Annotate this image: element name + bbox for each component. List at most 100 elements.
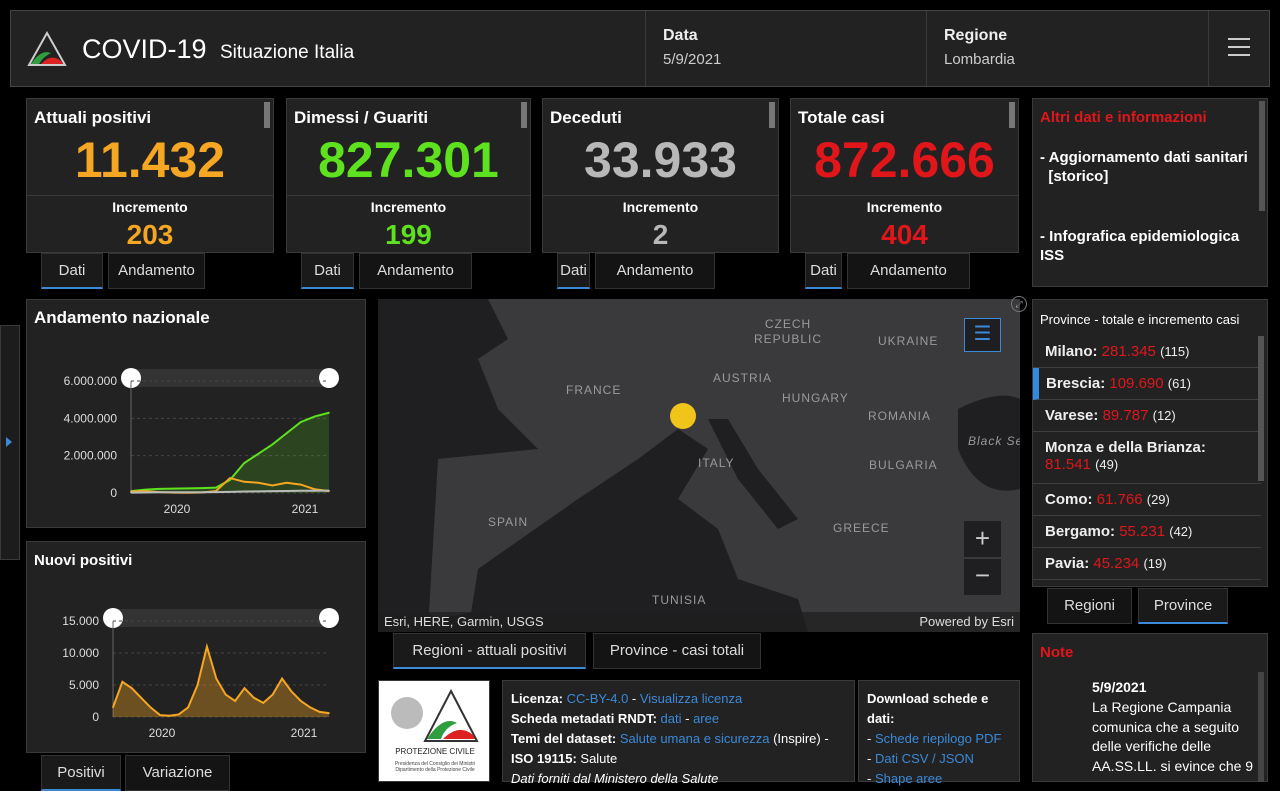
scrollbar[interactable] bbox=[769, 102, 775, 128]
shape-link[interactable]: Shape aree bbox=[875, 771, 942, 786]
info-item-2[interactable]: - Infografica epidemiologica ISS bbox=[1040, 227, 1265, 265]
scrollbar[interactable] bbox=[521, 102, 527, 128]
range-slider-track bbox=[128, 369, 332, 387]
tab-andamento[interactable]: Andamento bbox=[595, 253, 715, 289]
aree-link[interactable]: aree bbox=[693, 711, 719, 726]
scrollbar[interactable] bbox=[1258, 672, 1264, 782]
tab-regioni[interactable]: Regioni bbox=[1047, 588, 1132, 624]
province-total: 281.345 bbox=[1102, 343, 1156, 360]
note-panel: Note 5/9/2021 La Regione Campania comuni… bbox=[1032, 633, 1268, 782]
map-label: TUNISIA bbox=[652, 593, 706, 607]
card-label: Attuali positivi bbox=[34, 108, 151, 128]
range-slider-handle[interactable] bbox=[319, 368, 339, 388]
province-row[interactable]: Brescia: 109.690 (61) bbox=[1033, 368, 1261, 400]
y-tick-label: 6.000.000 bbox=[64, 374, 118, 388]
data-point bbox=[187, 707, 189, 709]
tab-province-casi-totali[interactable]: Province - casi totali bbox=[593, 633, 761, 669]
range-slider-handle[interactable] bbox=[319, 608, 339, 628]
province-row[interactable]: Bergamo: 55.231 (42) bbox=[1033, 516, 1261, 548]
tab-variazione[interactable]: Variazione bbox=[125, 755, 230, 791]
province-name: Pavia: bbox=[1045, 555, 1089, 572]
tab-positivi[interactable]: Positivi bbox=[41, 755, 121, 791]
map-label: CZECH REPUBLIC bbox=[746, 317, 830, 347]
scrollbar[interactable] bbox=[264, 102, 270, 128]
scrollbar[interactable] bbox=[1258, 336, 1264, 481]
series-area bbox=[113, 647, 329, 717]
visualizza-licenza-link[interactable]: Visualizza licenza bbox=[640, 691, 742, 706]
increment-label: Incremento bbox=[27, 199, 273, 215]
province-row[interactable]: Como: 61.766 (29) bbox=[1033, 484, 1261, 516]
side-toggle[interactable] bbox=[0, 325, 20, 560]
data-point bbox=[257, 491, 259, 493]
province-row[interactable]: Milano: 281.345 (115) bbox=[1033, 336, 1261, 368]
pdf-link[interactable]: Schede riepilogo PDF bbox=[875, 731, 1001, 746]
tab-andamento[interactable]: Andamento bbox=[108, 253, 205, 289]
logo-text: PROTEZIONE CIVILE bbox=[383, 747, 487, 756]
province-name: Monza e della Brianza: bbox=[1045, 439, 1206, 456]
legend-list-icon[interactable]: ☰ bbox=[964, 318, 1001, 352]
region-section[interactable]: Regione Lombardia bbox=[926, 11, 1208, 86]
range-slider-track bbox=[110, 609, 332, 627]
province-name: Varese: bbox=[1045, 407, 1098, 424]
info-link-aggiornamento[interactable]: - Aggiornamento dati sanitari [storico] bbox=[1040, 148, 1265, 186]
tab-dati[interactable]: Dati bbox=[301, 253, 354, 289]
province-row[interactable]: Pavia: 45.234 (19) bbox=[1033, 548, 1261, 580]
data-point bbox=[112, 707, 114, 709]
fullscreen-icon[interactable]: ⤢ bbox=[1011, 296, 1027, 312]
data-point bbox=[281, 678, 283, 680]
zoom-in-button[interactable]: + bbox=[964, 521, 1001, 557]
data-point bbox=[328, 412, 330, 414]
card-value: 11.432 bbox=[27, 131, 273, 189]
salute-link[interactable]: Salute umana e sicurezza bbox=[620, 731, 770, 746]
province-row[interactable]: Monza e della Brianza: 81.541 (49) bbox=[1033, 432, 1261, 484]
data-point bbox=[328, 712, 330, 714]
stat-card: Deceduti 33.933 Incremento 2 bbox=[542, 98, 779, 253]
y-tick-label: 15.000 bbox=[62, 614, 99, 628]
note-text: La Regione Campania comunica che a segui… bbox=[1092, 698, 1262, 776]
nuovi-positivi-panel: Nuovi positivi 15.00010.0005.00002020202… bbox=[26, 541, 366, 753]
province-panel: Province - totale e incremento casi Mila… bbox=[1032, 299, 1268, 587]
y-tick-label: 2.000.000 bbox=[64, 449, 118, 463]
region-value[interactable]: Lombardia bbox=[944, 51, 1191, 68]
dati-link[interactable]: dati bbox=[661, 711, 682, 726]
menu-button[interactable] bbox=[1208, 11, 1270, 86]
y-tick-label: 0 bbox=[110, 486, 117, 500]
map-attribution: Esri, HERE, Garmin, USGS bbox=[384, 614, 544, 629]
x-tick-label: 2020 bbox=[149, 726, 176, 740]
tab-province[interactable]: Province bbox=[1138, 588, 1228, 624]
inspire-text: (Inspire) - bbox=[769, 731, 828, 746]
data-point bbox=[286, 482, 288, 484]
x-tick-label: 2020 bbox=[164, 502, 191, 516]
tab-dati[interactable]: Dati bbox=[805, 253, 842, 289]
tab-dati[interactable]: Dati bbox=[41, 253, 103, 289]
data-point bbox=[225, 694, 227, 696]
y-tick-label: 4.000.000 bbox=[64, 411, 118, 425]
tab-andamento[interactable]: Andamento bbox=[359, 253, 472, 289]
province-total: 81.541 bbox=[1045, 456, 1091, 473]
region-label: Regione bbox=[944, 27, 1191, 45]
data-point bbox=[229, 491, 231, 493]
storico-link[interactable]: [storico] bbox=[1048, 168, 1108, 185]
scrollbar[interactable] bbox=[1009, 102, 1015, 128]
tab-dati[interactable]: Dati bbox=[557, 253, 590, 289]
lombardia-marker[interactable] bbox=[670, 403, 696, 429]
expand-arrow-icon[interactable] bbox=[6, 437, 12, 447]
scrollbar[interactable] bbox=[1259, 101, 1265, 211]
map-label: Black Sea bbox=[968, 434, 1020, 448]
map[interactable]: CZECH REPUBLIC AUSTRIA FRANCE HUNGARY RO… bbox=[378, 299, 1020, 632]
map-label: HUNGARY bbox=[782, 391, 849, 405]
province-increment: (19) bbox=[1143, 556, 1166, 571]
card-value: 872.666 bbox=[791, 131, 1018, 189]
tab-andamento[interactable]: Andamento bbox=[847, 253, 970, 289]
zoom-out-button[interactable]: − bbox=[964, 559, 1001, 595]
province-row[interactable]: Varese: 89.787 (12) bbox=[1033, 400, 1261, 432]
hamburger-icon[interactable] bbox=[1228, 38, 1250, 56]
tab-regioni-attuali-positivi[interactable]: Regioni - attuali positivi bbox=[393, 633, 586, 669]
info-item-1[interactable]: - Aggiornamento dati sanitari bbox=[1040, 149, 1248, 166]
csv-json-link[interactable]: Dati CSV / JSON bbox=[875, 751, 974, 766]
map-label: GREECE bbox=[833, 521, 890, 535]
powered-by-esri[interactable]: Powered by Esri bbox=[919, 614, 1014, 629]
cc-by-link[interactable]: CC-BY-4.0 bbox=[567, 691, 629, 706]
note-title: Note bbox=[1040, 644, 1073, 661]
stat-card: Totale casi 872.666 Incremento 404 bbox=[790, 98, 1019, 253]
